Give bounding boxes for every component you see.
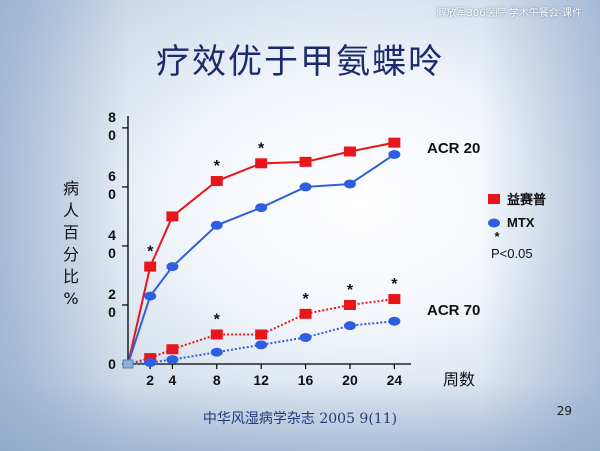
y-axis-label-char: % xyxy=(63,289,79,308)
decor-band-left xyxy=(0,0,130,451)
legend-label-mtx: MTX xyxy=(507,215,535,230)
x-axis-title: 周数 xyxy=(443,371,475,389)
data-point xyxy=(166,262,179,272)
y-tick-label: 8 xyxy=(108,109,116,125)
data-point xyxy=(166,211,179,222)
data-point xyxy=(122,359,134,369)
data-point xyxy=(299,308,312,319)
data-point xyxy=(166,344,179,355)
x-tick-label: 24 xyxy=(387,372,403,388)
x-tick-label: 16 xyxy=(298,372,314,388)
legend-swatch-square xyxy=(488,194,500,204)
data-point xyxy=(210,176,223,187)
decor-band-right xyxy=(480,0,600,451)
x-tick-label: 2 xyxy=(146,372,154,388)
header-note: 解放军306医院 学术午餐会 课件 xyxy=(436,8,582,19)
data-point xyxy=(343,299,356,310)
data-point xyxy=(388,137,401,148)
data-point xyxy=(144,261,157,272)
y-tick-label: 0 xyxy=(108,304,116,320)
x-tick-label: 20 xyxy=(342,372,358,388)
x-tick-label: 12 xyxy=(253,372,269,388)
data-point xyxy=(255,329,268,340)
significance-star: * xyxy=(214,158,221,175)
page-number: 29 xyxy=(556,404,572,418)
significance-star: * xyxy=(214,311,221,328)
data-point xyxy=(299,332,312,342)
significance-star: * xyxy=(147,244,154,261)
data-point xyxy=(343,321,356,331)
y-axis-label-char: 比 xyxy=(62,267,79,286)
data-point xyxy=(144,358,157,368)
data-point xyxy=(210,220,223,230)
slide-title: 疗效优于甲氨蝶呤 xyxy=(156,42,444,82)
y-axis-label-char: 百 xyxy=(62,223,79,242)
data-point xyxy=(388,149,401,159)
legend-star: * xyxy=(494,229,500,244)
legend-label-etanercept: 益赛普 xyxy=(507,192,546,207)
significance-star: * xyxy=(391,276,398,293)
y-tick-label: 4 xyxy=(108,227,116,243)
series-line xyxy=(127,141,395,365)
group-label-acr70: ACR 70 xyxy=(427,302,480,319)
data-point xyxy=(343,146,356,157)
y-tick-label: 0 xyxy=(108,127,116,143)
data-point xyxy=(299,182,312,192)
y-axis-label-char: 人 xyxy=(62,201,79,220)
group-label-acr20: ACR 20 xyxy=(427,140,480,157)
y-tick-label: 0 xyxy=(108,245,116,261)
decor-band-bottom xyxy=(0,381,600,451)
series-line xyxy=(127,298,395,365)
y-tick-label: 0 xyxy=(108,186,116,202)
y-axis-label-char: 分 xyxy=(62,245,79,264)
y-tick-label: 0 xyxy=(108,356,116,372)
data-point xyxy=(388,316,401,326)
x-tick-label: 4 xyxy=(168,372,176,388)
data-point xyxy=(210,329,223,340)
y-tick-label: 2 xyxy=(108,286,116,302)
data-point xyxy=(299,156,312,167)
data-point xyxy=(210,347,223,357)
significance-star: * xyxy=(347,282,354,299)
data-point xyxy=(255,340,268,350)
data-point xyxy=(343,179,356,189)
data-point xyxy=(166,355,179,365)
citation-source: 中华风湿病学杂志 2005 9(11) xyxy=(202,411,398,427)
significance-star: * xyxy=(302,291,309,308)
y-tick-label: 6 xyxy=(108,168,116,184)
data-point xyxy=(144,291,157,301)
legend-swatch-circle xyxy=(488,218,500,228)
data-point xyxy=(255,158,268,169)
x-tick-label: 8 xyxy=(213,372,221,388)
y-axis-label: 病人百分比% xyxy=(61,178,81,310)
data-point xyxy=(388,294,401,305)
y-axis-label-char: 病 xyxy=(62,179,79,198)
data-point xyxy=(255,203,268,213)
significance-star: * xyxy=(258,140,265,157)
legend-pvalue: P<0.05 xyxy=(491,246,533,261)
series-line xyxy=(127,153,395,365)
